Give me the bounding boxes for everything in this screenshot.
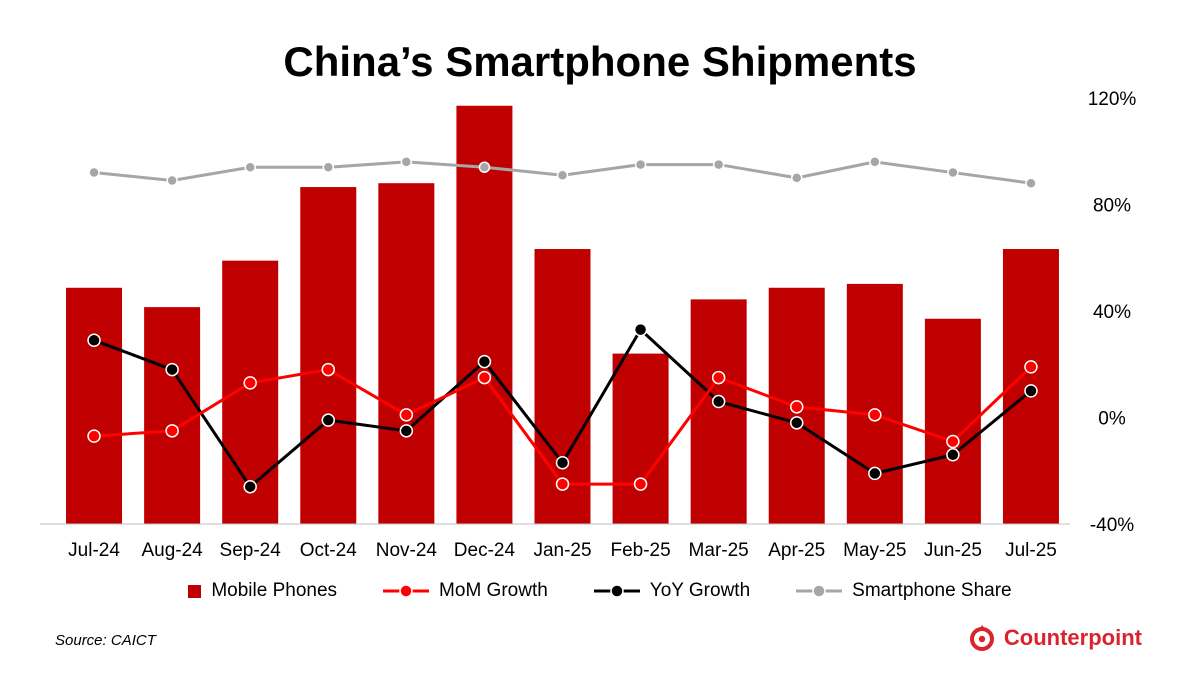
x-tick-label: Feb-25	[610, 540, 670, 561]
yoy-growth-point-mar-25	[711, 394, 726, 409]
legend-yoy-line-icon	[593, 584, 640, 598]
bar-aug-24	[144, 307, 201, 524]
source-note: Source: CAICT	[55, 632, 156, 649]
x-tick-label: Apr-25	[768, 540, 825, 561]
yoy-growth-point-may-25	[868, 466, 882, 481]
x-tick-label: May-25	[843, 540, 906, 561]
yoy-growth-point-jun-25	[946, 448, 960, 462]
yoy-growth-point-nov-24	[399, 424, 414, 438]
legend-item-mobile-phones: Mobile Phones	[188, 580, 337, 602]
mom-growth-point-oct-24	[321, 362, 336, 377]
bar-feb-25	[612, 353, 669, 524]
smartphone-share-point-jun-25	[947, 166, 959, 179]
legend-mom-line-icon	[383, 584, 430, 598]
smartphone-share-point-aug-24	[166, 174, 178, 187]
mom-growth-point-jun-25	[946, 434, 960, 449]
y2-tick-label: -40%	[1090, 515, 1134, 536]
smartphone-share-point-feb-25	[634, 158, 647, 171]
x-tick-label: Jun-25	[924, 540, 982, 561]
mom-growth-point-mar-25	[711, 370, 726, 385]
mom-growth-point-aug-24	[165, 424, 179, 438]
y2-tick-label: 80%	[1093, 196, 1131, 217]
mom-growth-point-dec-24	[477, 370, 492, 385]
smartphone-share-point-sep-24	[244, 161, 256, 173]
x-tick-label: Dec-24	[454, 540, 516, 561]
legend-label-mom-growth: MoM Growth	[439, 580, 548, 601]
x-tick-label: Jan-25	[533, 540, 591, 561]
yoy-growth-point-feb-25	[633, 322, 648, 337]
mom-growth-point-nov-24	[399, 408, 414, 422]
legend: Mobile Phones MoM Growth YoY Growth Smar…	[0, 580, 1200, 602]
x-tick-label: Oct-24	[300, 540, 357, 561]
smartphone-share-point-may-25	[869, 156, 881, 168]
legend-label-mobile-phones: Mobile Phones	[211, 580, 338, 601]
legend-item-mom-growth: MoM Growth	[383, 580, 548, 602]
yoy-growth-point-jul-25	[1024, 384, 1038, 398]
smartphone-share-point-mar-25	[712, 158, 725, 171]
counterpoint-logo-icon	[969, 625, 994, 651]
yoy-growth-point-aug-24	[165, 362, 179, 377]
legend-item-smartphone-share: Smartphone Share	[796, 580, 1012, 602]
mom-growth-point-jul-25	[1024, 360, 1038, 374]
yoy-growth-point-sep-24	[243, 479, 257, 494]
legend-bar-swatch-icon	[188, 584, 202, 598]
smartphone-share-point-nov-24	[400, 156, 413, 168]
smartphone-share-point-apr-25	[790, 172, 803, 184]
legend-label-smartphone-share: Smartphone Share	[852, 580, 1012, 601]
bar-oct-24	[300, 187, 357, 524]
mom-growth-point-feb-25	[633, 477, 648, 491]
smartphone-share-point-jul-25	[1025, 177, 1037, 189]
yoy-growth-point-apr-25	[789, 416, 804, 430]
yoy-growth-point-jan-25	[555, 456, 570, 470]
smartphone-share-point-oct-24	[322, 161, 335, 173]
bar-dec-24	[456, 105, 513, 524]
chart-title: China’s Smartphone Shipments	[283, 38, 917, 85]
legend-item-yoy-growth: YoY Growth	[593, 580, 751, 602]
mom-growth-point-may-25	[868, 408, 882, 422]
y2-tick-label: 120%	[1088, 89, 1137, 110]
mom-growth-point-apr-25	[789, 400, 804, 414]
smartphone-share-point-jan-25	[556, 169, 569, 181]
x-tick-label: Jul-25	[1005, 540, 1057, 561]
x-tick-label: Aug-24	[141, 540, 203, 561]
brand-logo: Counterpoint	[968, 624, 1142, 652]
x-tick-label: Nov-24	[376, 540, 438, 561]
bar-jun-25	[924, 318, 981, 524]
x-tick-label: Sep-24	[220, 540, 282, 561]
smartphone-share-point-jul-24	[88, 166, 100, 179]
legend-share-line-icon	[796, 584, 843, 598]
bar-mar-25	[690, 299, 747, 524]
bar-may-25	[846, 283, 903, 524]
y2-tick-label: 0%	[1098, 409, 1126, 430]
yoy-growth-point-oct-24	[321, 413, 336, 427]
bar-nov-24	[378, 183, 435, 524]
bar-jul-24	[66, 287, 123, 524]
legend-label-yoy-growth: YoY Growth	[649, 580, 751, 601]
mom-growth-point-sep-24	[243, 376, 257, 390]
brand-name: Counterpoint	[1003, 625, 1142, 650]
y2-tick-label: 40%	[1093, 302, 1131, 323]
x-tick-label: Mar-25	[689, 540, 749, 561]
smartphone-share-point-dec-24	[478, 161, 491, 173]
yoy-growth-point-dec-24	[477, 354, 492, 369]
mom-growth-point-jan-25	[555, 477, 570, 491]
mom-growth-point-jul-24	[87, 429, 101, 443]
yoy-growth-point-jul-24	[87, 333, 101, 348]
x-tick-label: Jul-24	[68, 540, 120, 561]
